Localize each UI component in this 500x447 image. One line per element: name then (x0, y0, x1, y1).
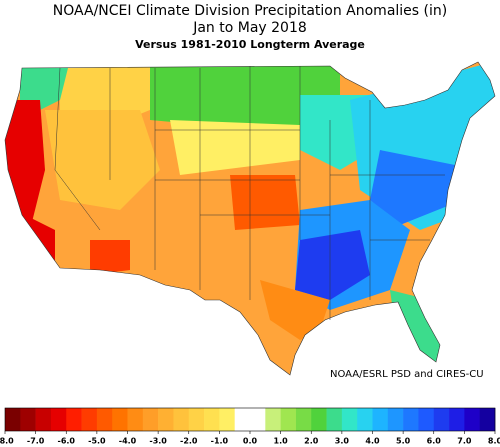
colorbar-bin (280, 408, 297, 431)
colorbar-bin (250, 408, 266, 431)
region-fill (20, 62, 70, 110)
colorbar-bin (188, 408, 205, 431)
colorbar-tick-label: 2.0 (304, 437, 319, 446)
colorbar-bin (35, 408, 52, 431)
region-fill (295, 230, 370, 300)
colorbar-bin (357, 408, 373, 431)
colorbar-tick-label: 3.0 (335, 437, 350, 446)
colorbar-tick-label: -7.0 (27, 437, 45, 446)
colorbar: -8.0 -7.0 -6.0 -5.0 -4.0 -3.0 -2.0 -1.0 0.0 1.0 2.… (0, 407, 500, 446)
colorbar-bin (295, 408, 312, 431)
colorbar-bin (112, 408, 128, 431)
colorbar-tick-label: -1.0 (211, 437, 229, 446)
colorbar-bin (50, 408, 67, 431)
colorbar-bin (311, 408, 327, 431)
colorbar-bin (464, 408, 480, 431)
region-fill (370, 150, 455, 225)
period: Jan to May 2018 (192, 20, 307, 36)
colorbar-tick-label: -3.0 (149, 437, 167, 446)
colorbar-bin (449, 408, 465, 431)
colorbar-bin (20, 408, 36, 431)
colorbar-tick-label: -8.0 (0, 437, 14, 446)
colorbar-bin (204, 408, 220, 431)
colorbar-bin (387, 408, 404, 431)
colorbar-bin (173, 408, 190, 431)
colorbar-tick-label: 8.0 (488, 437, 500, 446)
colorbar-bin (326, 408, 343, 431)
colorbar-tick-label: -4.0 (119, 437, 137, 446)
colorbar-tick-label: 7.0 (457, 437, 472, 446)
colorbar-tick-label: 1.0 (274, 437, 289, 446)
colorbar-tick-label: 6.0 (427, 437, 442, 446)
colorbar-bin (418, 408, 435, 431)
colorbar-tick-label: -2.0 (180, 437, 198, 446)
colorbar-tick-label: -6.0 (58, 437, 76, 446)
colorbar-bin (479, 408, 496, 431)
colorbar-bin (219, 408, 235, 431)
colorbar-bin (5, 408, 21, 431)
colorbar-bin (66, 408, 82, 431)
colorbar-tick-label: 5.0 (396, 437, 411, 446)
us-outline (4, 61, 496, 376)
colorbar-bin (158, 408, 174, 431)
colorbar-bin (341, 408, 358, 431)
credit: NOAA/ESRL PSD and CIRES-CU (330, 369, 484, 380)
region-fill (230, 175, 300, 230)
colorbar-tick-label: 4.0 (365, 437, 380, 446)
region-fill (90, 240, 130, 275)
region-fill (150, 62, 340, 130)
colorbar-bin (372, 408, 389, 431)
colorbar-tick-label: 0.0 (243, 437, 258, 446)
state-borders (54, 66, 445, 320)
subtitle: Versus 1981-2010 Longterm Average (135, 38, 365, 51)
colorbar-bin (142, 408, 159, 431)
colorbar-bin (96, 408, 113, 431)
colorbar-tick-label: -5.0 (88, 437, 106, 446)
title: NOAA/NCEI Climate Division Precipitation… (53, 3, 447, 19)
region-fill (45, 110, 160, 210)
colorbar-bin (127, 408, 144, 431)
colorbar-bin (234, 408, 251, 431)
colorbar-bin (433, 408, 450, 431)
colorbar-bin (265, 408, 281, 431)
region-fill (170, 120, 300, 175)
region-fill (260, 280, 330, 340)
colorbar-bin (403, 408, 419, 431)
colorbar-bin (81, 408, 98, 431)
